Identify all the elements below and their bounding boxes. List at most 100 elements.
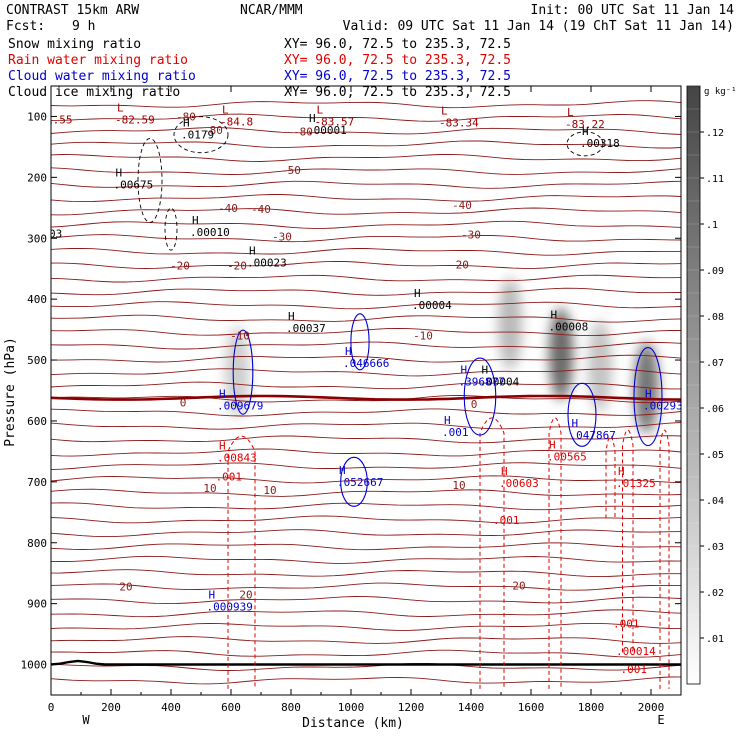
cloud-water-contour	[350, 313, 370, 371]
extremum-mark: H	[116, 167, 123, 180]
snow-shade-blob	[588, 320, 612, 413]
colorbar-tick-label: .12	[706, 128, 724, 139]
temperature-label: 20	[239, 589, 252, 602]
field-xy: XY= 96.0, 72.5 to 235.3, 72.5	[284, 37, 511, 52]
colorbar-tick-label: .04	[706, 496, 724, 507]
x-tick-label: 1200	[398, 701, 425, 714]
cloud-water-contour	[232, 329, 254, 415]
extremum-value: .00014	[616, 645, 656, 658]
extremum-value: -83.22	[565, 118, 605, 131]
zero-isotherm	[51, 394, 681, 401]
extremum-value: 003	[42, 227, 62, 240]
isotherm-line	[51, 194, 681, 203]
y-axis-label: Pressure (hPa)	[3, 337, 18, 447]
x-tick-label: 0	[48, 701, 55, 714]
isotherm-line	[51, 207, 681, 216]
temperature-label: 0	[471, 398, 478, 411]
isotherm-line	[51, 327, 681, 337]
rain-contour	[479, 417, 505, 689]
extremum-mark: H	[288, 310, 295, 323]
extremum-mark: L	[222, 103, 229, 116]
rain-contour	[548, 417, 562, 689]
colorbar-tick-label: .02	[706, 588, 724, 599]
colorbar-tick-label: .06	[706, 404, 724, 415]
snow-shade-blob	[549, 307, 573, 400]
isotherm-line	[51, 140, 681, 149]
extremum-value: -84.8	[220, 115, 253, 128]
field-name: Rain water mixing ratio	[8, 53, 188, 68]
extremum-value: .396877	[459, 375, 505, 388]
y-tick-label: 300	[27, 232, 47, 245]
isotherm-line	[51, 167, 681, 175]
extremum-mark: L	[441, 105, 448, 118]
isotherm-line	[51, 422, 681, 430]
extremum-mark: H	[582, 125, 589, 138]
model-title: CONTRAST 15km ARW	[6, 3, 139, 18]
x-tick-label: 1400	[458, 701, 485, 714]
cloud-water-contours	[232, 313, 663, 507]
temperature-label: -80	[293, 126, 313, 139]
extremum-mark: H	[444, 414, 451, 427]
extremum-mark: H	[551, 309, 558, 322]
temperature-label: -20	[449, 258, 469, 271]
extremum-mark: H	[414, 287, 421, 300]
extremum-mark: H	[249, 245, 256, 258]
extremum-value: .00001	[307, 124, 347, 137]
x-tick-label: 1000	[338, 701, 365, 714]
isotherm-line	[51, 247, 681, 256]
rain-contours	[227, 417, 670, 689]
extremum-value: 1.55	[46, 113, 73, 126]
extremum-mark: H	[501, 465, 508, 478]
colorbar-tick-label: .03	[706, 542, 724, 553]
x-axis-label: Distance (km)	[302, 716, 404, 731]
field-legend: Snow mixing ratio XY= 96.0, 72.5 to 235.3…	[8, 37, 511, 100]
isotherm-line	[51, 260, 681, 269]
x-tick-label: 600	[221, 701, 241, 714]
extremum-mark: H	[345, 345, 352, 358]
extremum-mark: H	[618, 465, 625, 478]
extremum-value: .00675	[114, 179, 154, 192]
isotherm-line	[51, 569, 681, 578]
isotherm-line	[51, 274, 681, 283]
colorbar-tick-label: .11	[706, 174, 724, 185]
colorbar-tick-label: .07	[706, 358, 724, 369]
forecast-hour: 9 h	[72, 19, 95, 34]
colorbar-tick-label: .1	[706, 220, 718, 231]
temperature-label: 10	[452, 479, 465, 492]
plot-area: -80 -80 -80 -50 -40 -40 -40 -30 -30 -20 -20 -20 -10 -…	[42, 100, 681, 689]
temperature-label: -40	[452, 199, 472, 212]
x-tick-label: 2000	[638, 701, 665, 714]
cloud-ice-contour	[137, 137, 163, 223]
y-tick-label: 700	[27, 476, 47, 489]
isotherm-line	[51, 555, 681, 564]
temperature-label: 10	[263, 484, 276, 497]
isotherm-line	[51, 582, 681, 591]
east-label: E	[657, 713, 664, 727]
plot-frame	[50, 85, 682, 696]
y-tick-label: 800	[27, 537, 47, 550]
cloud-ice-contour	[173, 116, 229, 154]
colorbar-tick-label: .09	[706, 266, 724, 277]
isotherm-line	[51, 609, 681, 618]
isotherm-line	[51, 234, 681, 243]
extremum-value: .0179	[181, 129, 214, 142]
isotherm-line	[51, 381, 681, 390]
west-label: W	[82, 713, 90, 727]
extremum-value: .000939	[207, 601, 253, 614]
isotherm-line	[51, 153, 681, 162]
extremum-value: -83.34	[439, 117, 479, 130]
isotherm-line	[51, 341, 681, 350]
y-tick-label: 200	[27, 171, 47, 184]
extremum-value: .001	[613, 618, 640, 631]
temperature-label: -20	[227, 260, 247, 273]
y-tick-label: 600	[27, 415, 47, 428]
extremum-value: .01325	[616, 477, 656, 490]
field-xy: XY= 96.0, 72.5 to 235.3, 72.5	[284, 69, 511, 84]
extremum-value: -83.57	[315, 115, 355, 128]
temperature-label: -40	[218, 202, 238, 215]
valid-time: Valid: 09 UTC Sat 11 Jan 14 (19 ChT Sat …	[343, 19, 734, 34]
extremum-mark: H	[219, 388, 226, 401]
rain-contour	[605, 435, 616, 519]
isotherm-line	[51, 354, 681, 363]
